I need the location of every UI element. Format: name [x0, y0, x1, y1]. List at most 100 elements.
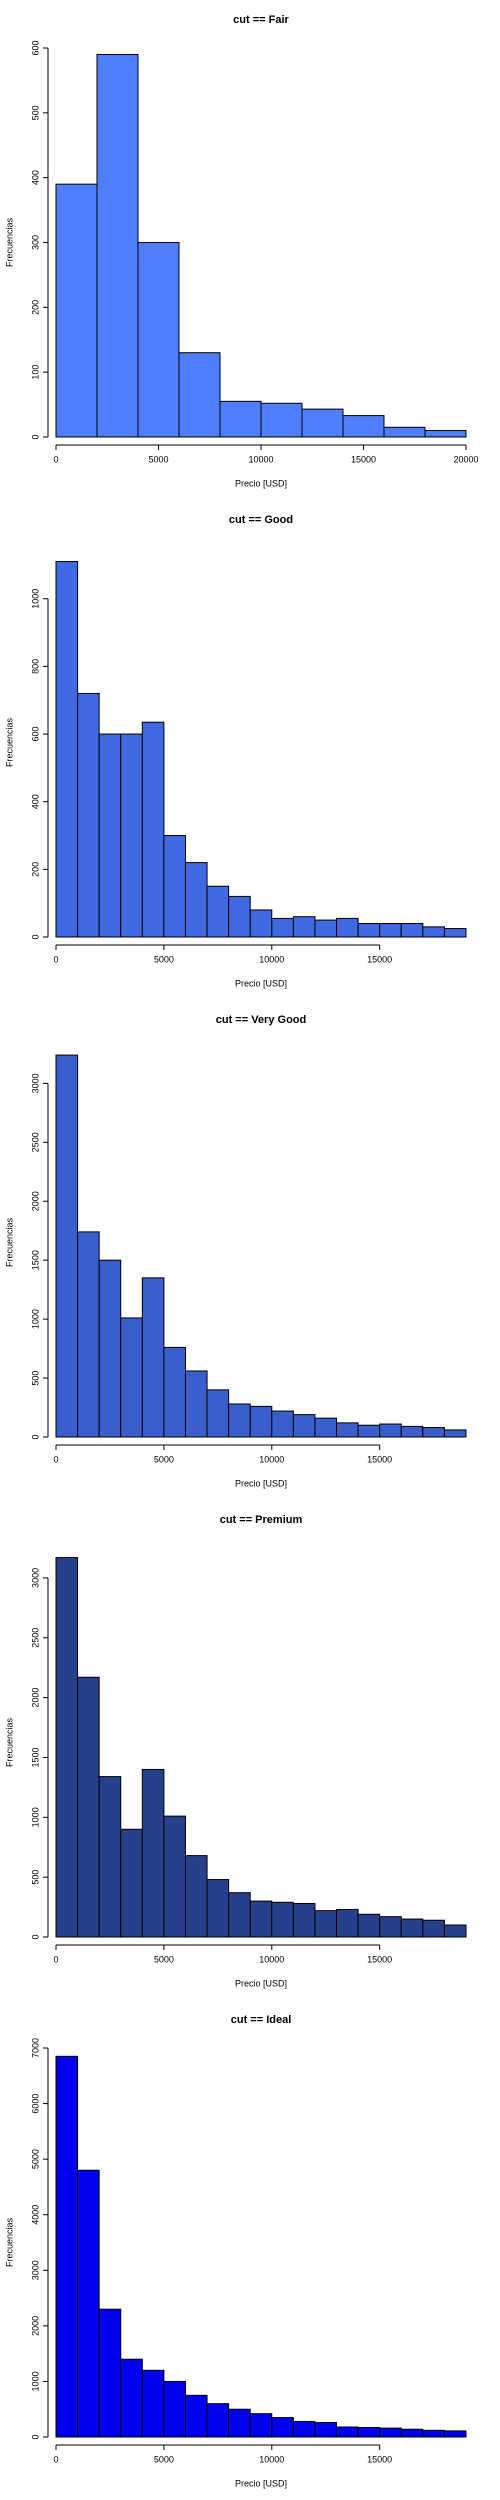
x-tick-label: 15000	[367, 2454, 392, 2464]
x-tick-label: 10000	[259, 1954, 284, 1964]
y-tick-label: 0	[30, 1434, 40, 1439]
x-tick-label: 15000	[367, 954, 392, 964]
bar	[184, 862, 208, 938]
y-axis-label: Frecuencias	[4, 2217, 14, 2267]
bar	[120, 1828, 143, 1938]
bar	[141, 1768, 165, 1938]
bar	[443, 2430, 467, 2438]
bar	[357, 2427, 381, 2438]
bar	[342, 415, 385, 438]
histogram-panel: cut == Very Good Precio [USD] Frecuencias 0…	[4, 1014, 467, 1488]
bar	[271, 917, 294, 938]
y-tick-label: 500	[30, 1870, 40, 1885]
bar	[357, 1424, 381, 1438]
y-tick-label: 0	[30, 934, 40, 939]
y-tick-label: 2000	[30, 1688, 40, 1708]
bar	[443, 928, 467, 938]
bar	[400, 1425, 424, 1438]
y-tick-label: 1000	[30, 589, 40, 609]
bar	[422, 1427, 445, 1438]
bar	[98, 2308, 122, 2438]
bar	[96, 53, 139, 438]
x-tick-label: 5000	[154, 954, 174, 964]
chart-title: cut == Fair	[233, 14, 289, 26]
x-tick-label: 10000	[248, 454, 273, 464]
bar	[120, 733, 143, 938]
bar	[77, 1231, 100, 1438]
bar	[301, 408, 344, 438]
bar	[77, 2169, 100, 2438]
x-tick-label: 0	[53, 1954, 58, 1964]
bar	[206, 2403, 230, 2438]
y-axis-label: Frecuencias	[4, 217, 14, 267]
bar	[379, 1916, 402, 1938]
x-tick-label: 10000	[259, 2454, 284, 2464]
x-axis-label: Precio [USD]	[235, 478, 287, 488]
x-tick-label: 5000	[154, 1954, 174, 1964]
y-tick-label: 400	[30, 170, 40, 185]
bar	[98, 1776, 122, 1938]
bar	[249, 1405, 273, 1438]
histogram-panel: cut == Good Precio [USD] Frecuencias 0 200 40…	[4, 514, 467, 988]
y-axis-label: Frecuencias	[4, 1717, 14, 1767]
bar	[314, 1417, 338, 1438]
y-tick-label: 500	[30, 1371, 40, 1386]
x-tick-label: 15000	[351, 454, 376, 464]
bar	[98, 733, 122, 938]
y-tick-label: 300	[30, 235, 40, 250]
bar	[292, 2420, 316, 2438]
bar	[184, 1370, 208, 1438]
bar	[314, 2422, 338, 2438]
bar	[443, 1429, 467, 1438]
x-axis-label: Precio [USD]	[235, 2478, 287, 2488]
bar	[379, 2427, 402, 2438]
bar	[249, 1900, 273, 1938]
bar	[206, 1389, 230, 1438]
chart-title: cut == Ideal	[231, 2014, 292, 2026]
bar	[422, 1919, 445, 1938]
bar	[163, 2380, 186, 2438]
bar	[141, 2369, 165, 2438]
y-tick-label: 1000	[30, 2371, 40, 2391]
y-tick-label: 2000	[30, 2316, 40, 2336]
bar	[314, 919, 338, 938]
bar	[178, 352, 221, 438]
bar	[379, 922, 402, 938]
y-tick-label: 0	[30, 2434, 40, 2439]
bar	[249, 2413, 273, 2438]
x-tick-label: 10000	[259, 954, 284, 964]
x-tick-label: 0	[53, 954, 58, 964]
x-axis-label: Precio [USD]	[235, 978, 287, 988]
histogram-panel: cut == Premium Precio [USD] Frecuencias 0 50…	[4, 1514, 467, 1988]
y-tick-label: 6000	[30, 2094, 40, 2114]
bar	[228, 1403, 251, 1438]
histogram-panel: cut == Fair Precio [USD] Frecuencias 0 100 20…	[4, 14, 478, 488]
bar	[77, 1676, 100, 1938]
y-tick-label: 100	[30, 365, 40, 380]
y-tick-label: 5000	[30, 2149, 40, 2169]
y-tick-label: 0	[30, 1934, 40, 1939]
y-tick-label: 600	[30, 40, 40, 55]
bar	[400, 922, 424, 938]
bar	[271, 1901, 294, 1938]
bar	[141, 1277, 165, 1438]
x-tick-label: 20000	[453, 454, 478, 464]
bar	[55, 1054, 79, 1438]
bar	[422, 926, 445, 938]
bar	[163, 835, 186, 938]
y-tick-label: 1500	[30, 1250, 40, 1270]
y-tick-label: 3000	[30, 1073, 40, 1093]
bar	[422, 2429, 445, 2438]
bar	[336, 917, 359, 938]
bar	[206, 885, 230, 938]
bar	[336, 1908, 359, 1938]
x-tick-label: 0	[53, 454, 58, 464]
bar	[336, 2426, 359, 2438]
bar	[55, 2055, 79, 2438]
bar	[228, 1892, 251, 1938]
chart-title: cut == Premium	[220, 1514, 303, 1526]
y-axis-label: Frecuencias	[4, 717, 14, 767]
y-axis-label: Frecuencias	[4, 1217, 14, 1267]
bar	[55, 561, 79, 938]
